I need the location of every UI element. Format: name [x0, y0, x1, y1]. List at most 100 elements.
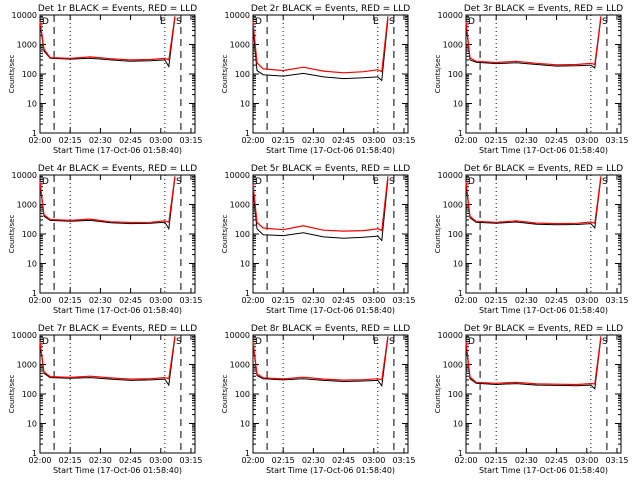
events-series-line — [252, 337, 389, 388]
x-tick-label: 03:00 — [362, 296, 385, 305]
lld-series-line — [465, 16, 602, 66]
x-tick-label: 03:00 — [575, 456, 598, 465]
x-tick-label: 02:15 — [272, 456, 295, 465]
x-tick-label: 03:15 — [392, 456, 415, 465]
marker-label-D: D — [468, 177, 475, 187]
x-tick-label: 03:00 — [575, 296, 598, 305]
y-tick-label: 1000 — [17, 361, 37, 370]
y-tick-label: 10000 — [12, 331, 37, 340]
y-tick-label: 10 — [453, 260, 463, 269]
y-tick-label: 100 — [22, 390, 37, 399]
y-tick-label: 100 — [448, 230, 463, 239]
x-axis-label: Start Time (17-Oct-06 01:58:40) — [479, 466, 608, 475]
y-tick-label: 10000 — [12, 11, 37, 20]
plot-frame — [39, 14, 196, 134]
plot-frame — [465, 174, 622, 294]
y-axis-label: Counts/sec — [434, 375, 442, 414]
marker-label-S: S — [602, 17, 608, 27]
events-series-line — [39, 17, 176, 68]
y-tick-label: 10 — [27, 420, 37, 429]
y-tick-label: 1 — [32, 449, 37, 458]
panel-title: Det 4r BLACK = Events, RED = LLD — [38, 164, 197, 174]
marker-label-D: D — [468, 337, 475, 347]
x-tick-label: 03:15 — [605, 296, 628, 305]
marker-label-S: S — [176, 177, 182, 187]
lld-series-line — [252, 336, 389, 381]
lld-series-line — [39, 16, 176, 61]
y-tick-label: 10 — [453, 420, 463, 429]
events-series-line — [39, 337, 176, 387]
y-axis-label: Counts/sec — [8, 375, 16, 414]
marker-label-S: S — [176, 337, 182, 347]
x-tick-label: 02:15 — [485, 296, 508, 305]
x-tick-label: 03:15 — [179, 456, 202, 465]
x-tick-label: 03:15 — [392, 136, 415, 145]
plot-frame — [465, 334, 622, 454]
x-tick-label: 03:15 — [392, 296, 415, 305]
detector-panel-3: Det 3r BLACK = Events, RED = LLD 1 10 100 10… — [434, 4, 629, 155]
x-tick-label: 02:00 — [241, 456, 264, 465]
lld-series-line — [465, 176, 602, 225]
x-tick-label: 03:15 — [605, 136, 628, 145]
marker-label-S: S — [602, 177, 608, 187]
x-axis-label: Start Time (17-Oct-06 01:58:40) — [266, 146, 395, 155]
y-tick-label: 10 — [240, 100, 250, 109]
panel-title: Det 2r BLACK = Events, RED = LLD — [251, 4, 410, 14]
events-series-line — [465, 337, 602, 390]
y-tick-label: 100 — [235, 70, 250, 79]
x-tick-label: 02:45 — [119, 456, 142, 465]
x-tick-label: 02:15 — [272, 136, 295, 145]
y-tick-label: 1 — [458, 129, 463, 138]
x-tick-label: 02:30 — [302, 136, 325, 145]
marker-label-S: S — [389, 177, 395, 187]
y-tick-label: 1 — [458, 289, 463, 298]
detector-panel-9: Det 9r BLACK = Events, RED = LLD 1 10 100 10… — [434, 324, 629, 475]
events-series-line — [465, 17, 602, 69]
x-tick-label: 02:45 — [545, 456, 568, 465]
y-tick-label: 1 — [458, 449, 463, 458]
x-axis-label: Start Time (17-Oct-06 01:58:40) — [479, 306, 608, 315]
lld-series-line — [39, 336, 176, 380]
marker-label-S: S — [389, 337, 395, 347]
panel-title: Det 3r BLACK = Events, RED = LLD — [464, 4, 623, 14]
y-tick-label: 10 — [240, 420, 250, 429]
marker-label-E: E — [160, 17, 166, 27]
marker-label-S: S — [176, 17, 182, 27]
plot-frame — [465, 14, 622, 134]
lld-series-line — [465, 336, 602, 386]
x-tick-label: 02:30 — [515, 136, 538, 145]
y-tick-label: 1000 — [17, 201, 37, 210]
x-tick-label: 02:30 — [89, 296, 112, 305]
y-tick-label: 1000 — [443, 361, 463, 370]
y-axis-label: Counts/sec — [8, 55, 16, 94]
x-tick-label: 02:15 — [485, 136, 508, 145]
x-tick-label: 02:00 — [454, 296, 477, 305]
panel-title: Det 5r BLACK = Events, RED = LLD — [251, 164, 410, 174]
x-tick-label: 02:30 — [89, 456, 112, 465]
x-tick-label: 02:45 — [332, 136, 355, 145]
plot-frame — [39, 334, 196, 454]
events-series-line — [252, 179, 389, 242]
y-axis-label: Counts/sec — [221, 375, 229, 414]
marker-label-E: E — [373, 17, 379, 27]
y-tick-label: 100 — [448, 390, 463, 399]
marker-label-D: D — [255, 337, 262, 347]
y-tick-label: 10 — [240, 260, 250, 269]
y-tick-label: 100 — [22, 70, 37, 79]
marker-label-S: S — [602, 337, 608, 347]
marker-label-D: D — [42, 17, 49, 27]
y-tick-label: 1000 — [230, 41, 250, 50]
panel-title: Det 8r BLACK = Events, RED = LLD — [251, 324, 410, 334]
x-axis-label: Start Time (17-Oct-06 01:58:40) — [53, 306, 182, 315]
marker-label-E: E — [373, 177, 379, 187]
panel-title: Det 7r BLACK = Events, RED = LLD — [38, 324, 197, 334]
x-tick-label: 02:45 — [119, 296, 142, 305]
y-tick-label: 10 — [453, 100, 463, 109]
x-tick-label: 02:15 — [59, 136, 82, 145]
y-tick-label: 10 — [27, 100, 37, 109]
plot-frame — [252, 14, 409, 134]
marker-label-D: D — [42, 337, 49, 347]
y-tick-label: 10000 — [225, 171, 250, 180]
y-tick-label: 1 — [245, 449, 250, 458]
